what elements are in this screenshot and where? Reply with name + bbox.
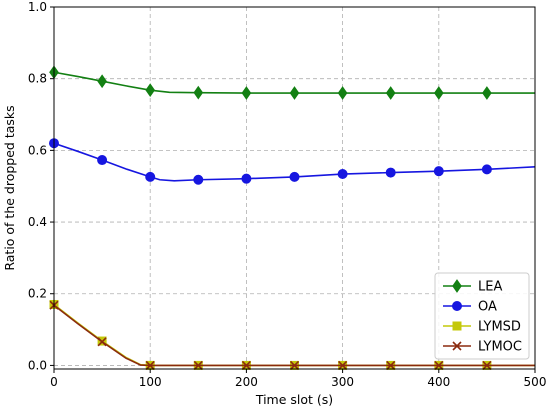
x-marker-stroke <box>289 360 300 370</box>
data-point-lea <box>97 74 107 89</box>
legend-marker <box>452 321 462 331</box>
series-lea <box>49 65 535 100</box>
data-point-lymoc <box>193 360 203 370</box>
data-point-lymoc <box>338 360 348 370</box>
data-point-oa <box>145 171 156 182</box>
x-tick-label: 500 <box>524 375 547 389</box>
series-layer <box>49 65 536 370</box>
legend-marker <box>452 301 462 311</box>
y-axis-title: Ratio of the dropped tasks <box>2 105 17 270</box>
axis-ticks: 0 100 200 300 400 500 0.0 0.2 0.4 0.6 0.8 1.0 <box>28 0 547 389</box>
data-point-oa <box>433 166 444 177</box>
y-tick-label: 0.4 <box>28 215 47 229</box>
data-point-lea <box>289 86 300 100</box>
data-point-oa <box>97 155 108 166</box>
x-marker-stroke <box>452 341 462 351</box>
data-point-oa <box>337 169 348 180</box>
x-tick-label: 400 <box>427 375 450 389</box>
data-point-lea <box>482 86 492 100</box>
y-tick-label: 0.8 <box>28 72 47 86</box>
data-point-lea <box>337 86 348 100</box>
data-point-lymoc <box>145 360 155 370</box>
data-point-lymoc <box>289 360 300 370</box>
data-point-lea <box>193 85 204 100</box>
data-point-lea <box>385 86 396 100</box>
data-point-oa <box>289 171 300 182</box>
series-oa <box>49 138 536 185</box>
data-point-lea <box>145 83 156 98</box>
legend-item-lea: LEA <box>443 279 502 295</box>
y-tick-label: 0.2 <box>28 287 47 301</box>
legend-marker <box>452 341 462 351</box>
legend-marker <box>452 279 462 293</box>
legend-label: LYMOC <box>478 340 522 355</box>
data-point-lea <box>433 86 444 100</box>
x-marker-stroke <box>386 360 396 370</box>
y-tick-label: 0.6 <box>28 143 47 157</box>
data-point-lea <box>241 86 252 100</box>
x-marker-stroke <box>193 360 203 370</box>
x-marker-stroke <box>338 360 348 370</box>
x-axis-title: Time slot (s) <box>255 392 333 407</box>
series-line-lymoc <box>53 304 535 367</box>
y-tick-label: 0.0 <box>28 358 47 372</box>
data-point-oa <box>481 164 492 175</box>
data-point-lymoc <box>434 360 444 370</box>
data-point-oa <box>385 167 396 178</box>
x-tick-label: 300 <box>331 375 354 389</box>
legend-box <box>434 272 530 360</box>
x-tick-label: 100 <box>139 375 162 389</box>
y-tick-label: 1.0 <box>28 0 47 14</box>
data-point-lymoc <box>241 360 251 370</box>
data-point-lymoc <box>482 360 492 370</box>
legend-label: LYMSD <box>478 320 521 335</box>
x-tick-label: 0 <box>50 375 58 389</box>
data-point-lymoc <box>386 360 396 370</box>
legend-item-lymoc: LYMOC <box>443 340 522 355</box>
legend-label: LEA <box>478 280 502 295</box>
x-marker-stroke <box>434 360 444 370</box>
x-marker-stroke <box>241 360 251 370</box>
plot-frame <box>53 6 536 370</box>
data-point-lymoc <box>97 337 107 347</box>
legend-item-oa: OA <box>443 300 497 315</box>
x-tick-label: 200 <box>235 375 258 389</box>
data-point-oa <box>193 174 204 185</box>
x-marker-stroke <box>482 360 492 370</box>
legend-label: OA <box>478 300 497 315</box>
x-marker-stroke <box>97 337 107 347</box>
series-lymoc <box>49 300 535 370</box>
x-marker-stroke <box>145 360 155 370</box>
legend-item-lymsd: LYMSD <box>443 320 521 335</box>
data-point-oa <box>241 173 252 184</box>
legend: LEA OA LYMSD LYMOC <box>434 272 530 360</box>
